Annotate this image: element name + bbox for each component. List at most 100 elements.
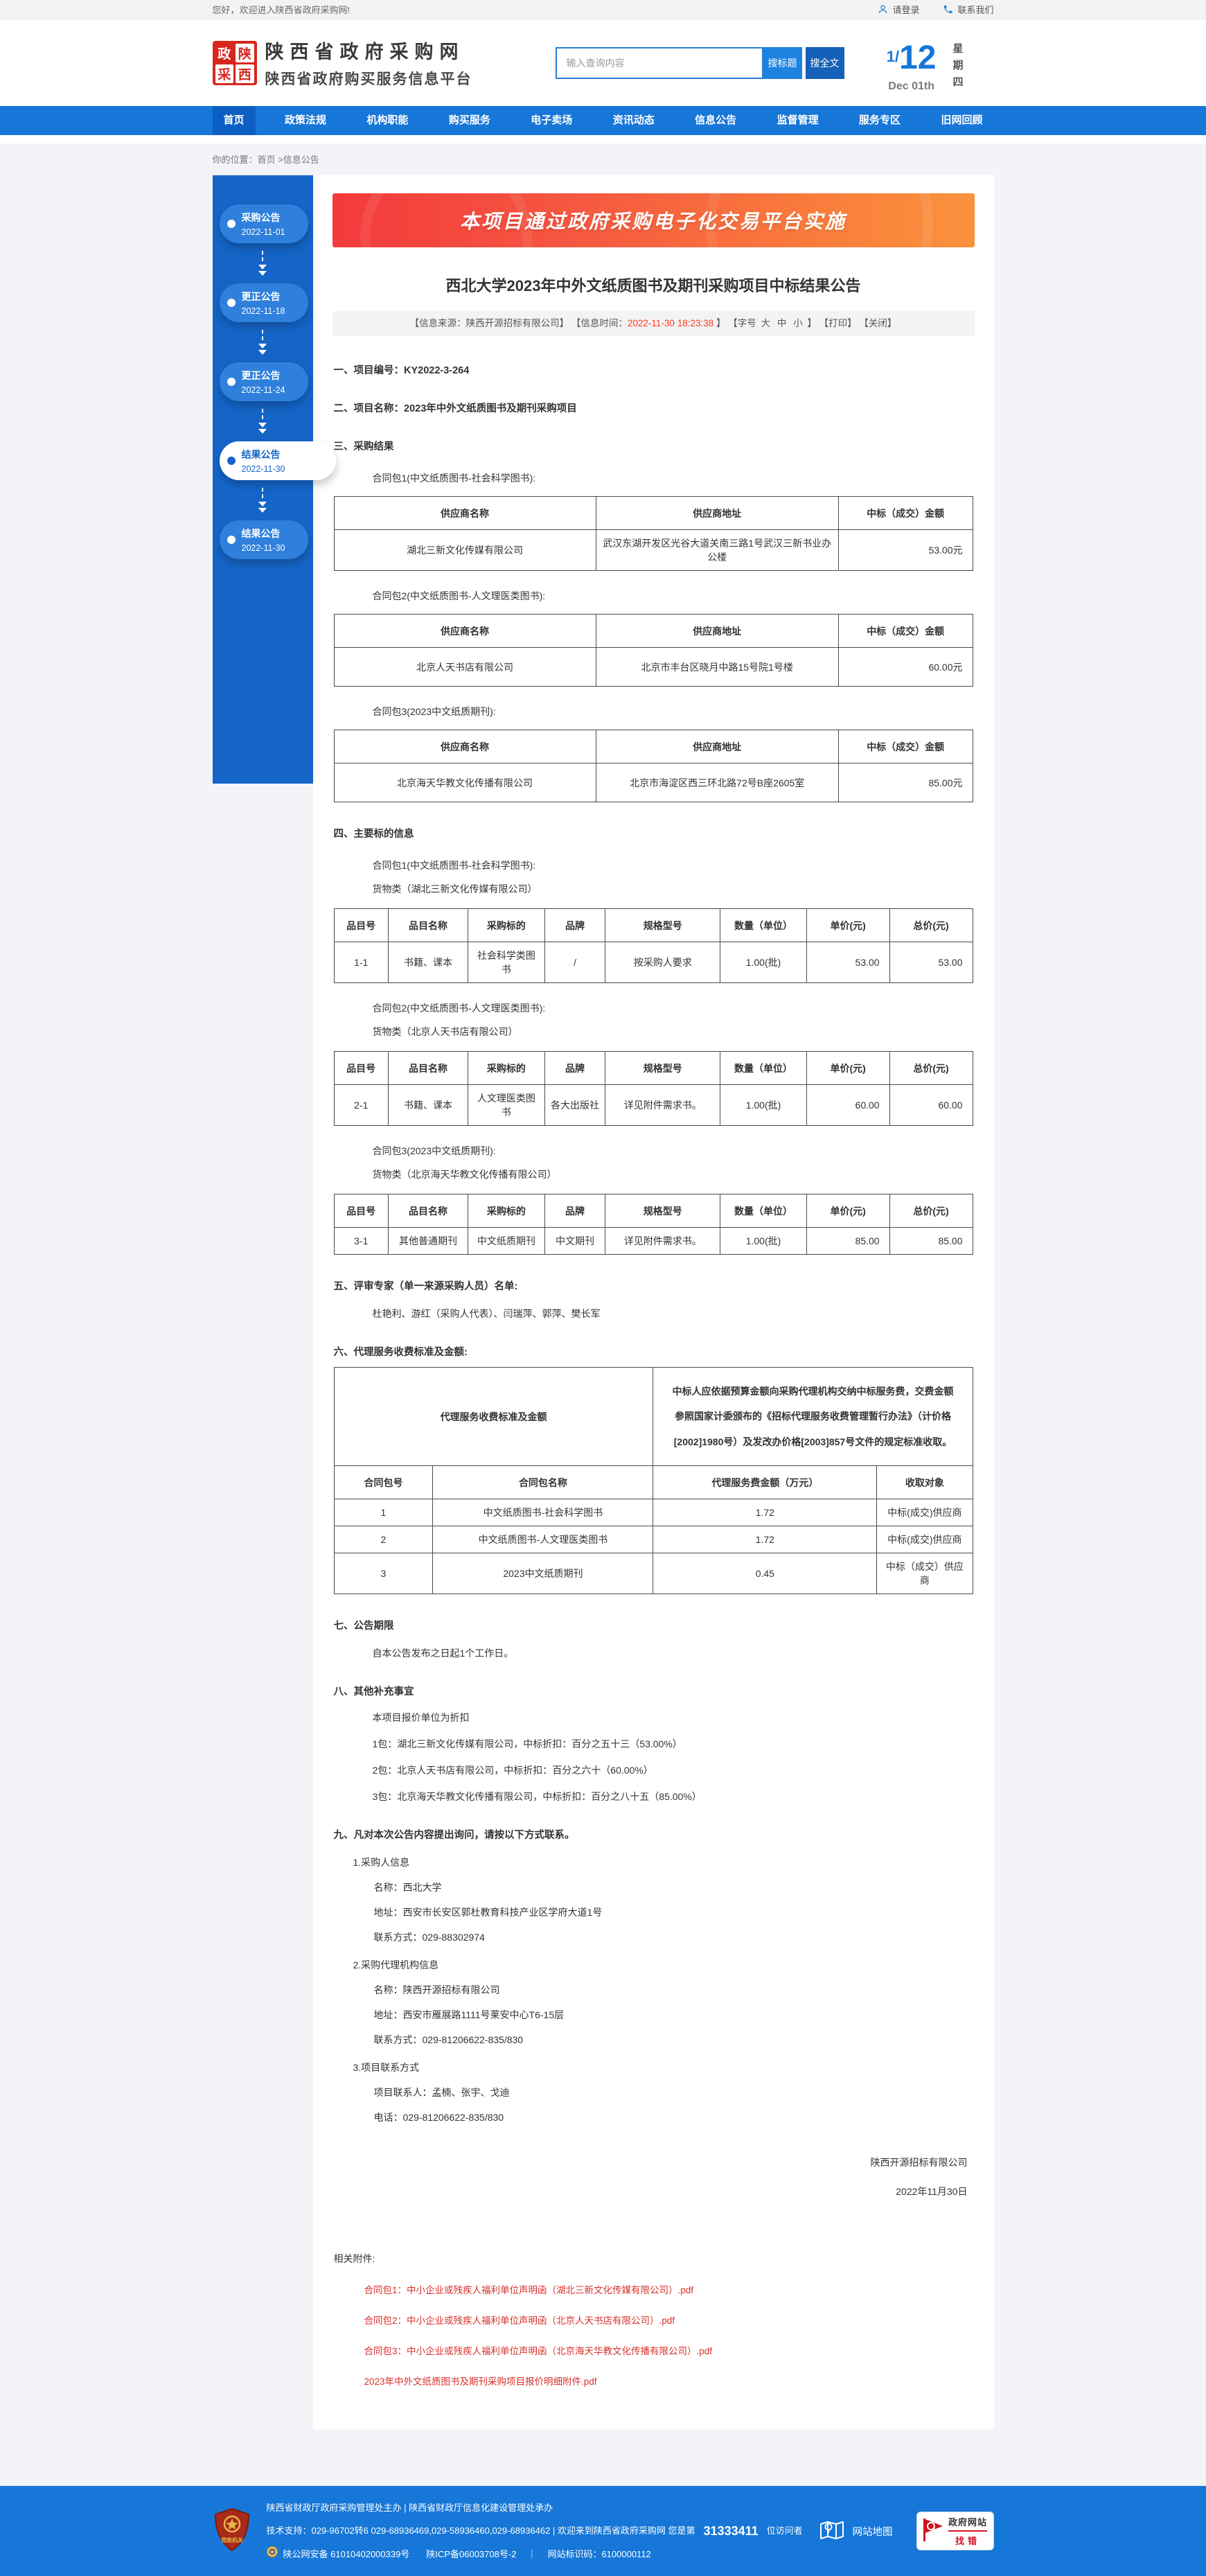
attachment-link-1[interactable]: 合同包1：中小企业或残疾人福利单位声明函（湖北三新文化传媒有限公司）.pdf — [364, 2285, 694, 2296]
gov-site-error-report-badge[interactable]: 政府网站 找错 — [916, 2512, 994, 2551]
police-badge-icon — [266, 2545, 278, 2564]
date-weekday: 星期四 — [951, 42, 964, 93]
table-row: 1 中文纸质图书-社会科学图书 1.72 中标(成交)供应商 — [333, 1499, 973, 1527]
section-9-title: 九、凡对本次公告内容提出询问，请按以下方式联系。 — [333, 1830, 575, 1842]
notice-period-text: 自本公告发布之日起1个工作日。 — [372, 1648, 514, 1659]
table-row: 代理服务收费标准及金额 中标人应依据预算金额向采购代理机构交纳中标服务费，交费金… — [333, 1366, 973, 1467]
timeline-item-purchase-notice[interactable]: 采购公告 2022-11-01 — [219, 204, 308, 243]
contact-line: 地址：西安市长安区郭杜教育科技产业区学府大道1号 — [373, 1907, 603, 1918]
police-record-link[interactable]: 陕公网安备 61010402000339号 — [283, 2548, 410, 2559]
date-day: 12 — [899, 39, 937, 76]
search-fulltext-button[interactable]: 搜全文 — [805, 46, 844, 79]
close-button[interactable]: 【关闭】 — [859, 318, 897, 328]
sitemap-label: 网站地图 — [852, 2526, 893, 2538]
site-code-label: 网站标识码：6100000112 — [547, 2548, 651, 2559]
timeline-item-result-notice-2[interactable]: 结果公告 2022-11-30 — [219, 520, 308, 559]
print-button[interactable]: 【打印】 — [819, 318, 857, 328]
supplement-line: 2包：北京人天书店有限公司，中标折扣：百分之六十（60.00%） — [372, 1765, 653, 1776]
nav-item-functions[interactable]: 机构职能 — [366, 114, 409, 126]
section-2-project-name: 二、项目名称：2023年中外文纸质图书及期刊采购项目 — [333, 403, 577, 414]
nav-item-supervision[interactable]: 监督管理 — [777, 114, 819, 126]
breadcrumb-current-link[interactable]: 信息公告 — [283, 155, 319, 165]
nav-item-news[interactable]: 资讯动态 — [612, 114, 655, 126]
section-5-title: 五、评审专家（单一来源采购人员）名单: — [333, 1281, 518, 1292]
breadcrumb-home-link[interactable]: 首页 — [257, 155, 276, 165]
item-cell: 按采购人要求 — [605, 942, 721, 983]
attachment-link-3[interactable]: 合同包3：中小企业或残疾人福利单位声明函（北京海天华教文化传播有限公司）.pdf — [364, 2346, 713, 2357]
agency-cell: 中标（成交）供应商 — [876, 1553, 973, 1595]
item-cell: 85.00 — [806, 1227, 890, 1255]
timeline-sidebar: 采购公告 2022-11-01 更正公告 2022-11-18 — [212, 175, 336, 784]
contact-line: 项目联系人：孟楠、张宇、戈迪 — [373, 2087, 510, 2099]
agency-cell: 1 — [333, 1499, 434, 1527]
visitor-count: 31333411 — [703, 2523, 759, 2538]
table-header-row: 合同包号 合同包名称 代理服务费金额（万元） 收取对象 — [333, 1465, 973, 1500]
nav-item-purchase-services[interactable]: 购买服务 — [448, 114, 490, 126]
sitemap-link[interactable]: 网站地图 — [819, 2518, 893, 2543]
award-amount-cell: 85.00元 — [837, 763, 973, 802]
nav-item-policies[interactable]: 政策法规 — [284, 114, 326, 126]
item-table-3: 品目号 品目名称 采购标的 品牌 规格型号 数量（单位） 单价(元) 总价(元) 3-1 其他普… — [333, 1194, 973, 1255]
timeline-item-correction-1[interactable]: 更正公告 2022-11-18 — [219, 283, 308, 322]
user-icon — [878, 4, 888, 15]
main-nav: 首页 政策法规 机构职能 购买服务 电子卖场 资讯动态 信息公告 监督管理 服务… — [0, 106, 1206, 135]
table-row: 湖北三新文化传媒有限公司 武汉东湖开发区光谷大道关南三路1号武汉三新书业办公楼 … — [333, 529, 973, 571]
item-cell: 1-1 — [333, 942, 389, 983]
nav-item-home[interactable]: 首页 — [212, 106, 256, 135]
contact-link[interactable]: 联系我们 — [943, 3, 994, 16]
timeline-arrow-icon — [213, 322, 313, 362]
agency-cell: 中文纸质图书-社会科学图书 — [432, 1499, 654, 1527]
breadcrumb-separator: > — [275, 155, 283, 165]
supplement-line: 1包：湖北三新文化传媒有限公司，中标折扣：百分之五十三（53.00%） — [372, 1738, 682, 1750]
award-amount-cell: 53.00元 — [837, 529, 973, 571]
attachment-link-4[interactable]: 2023年中外文纸质图书及期刊采购项目报价明细附件.pdf — [364, 2376, 597, 2388]
table-header-row: 供应商名称 供应商地址 中标（成交）金额 — [333, 496, 973, 530]
contact-line: 名称：陕西开源招标有限公司 — [373, 1984, 500, 1996]
nav-item-service-zone[interactable]: 服务专区 — [859, 114, 901, 126]
nav-item-announcements[interactable]: 信息公告 — [695, 114, 737, 126]
table-header-row: 供应商名称 供应商地址 中标（成交）金额 — [333, 730, 973, 764]
timeline-item-correction-2[interactable]: 更正公告 2022-11-24 — [219, 362, 308, 401]
item-table-2-subcaption: 货物类（北京人天书店有限公司） — [372, 1026, 518, 1037]
timeline-dot-icon — [227, 220, 236, 228]
agency-cell: 1.72 — [653, 1499, 878, 1527]
fontsize-small-button[interactable]: 小 — [793, 318, 803, 328]
contact-line: 电话：029-81206622-835/830 — [373, 2112, 504, 2124]
fontsize-medium-button[interactable]: 中 — [777, 318, 787, 328]
timeline-item-result-notice-active[interactable]: 结果公告 2022-11-30 — [219, 441, 336, 480]
nav-item-emall[interactable]: 电子卖场 — [531, 114, 573, 126]
table-header-row: 品目号 品目名称 采购标的 品牌 规格型号 数量（单位） 单价(元) 总价(元) — [333, 1051, 973, 1085]
nav-item-old-site[interactable]: 旧网回顾 — [941, 114, 983, 126]
announcement-panel: 本项目通过政府采购电子化交易平台实施 西北大学2023年中外文纸质图书及期刊采购… — [312, 175, 994, 2430]
item-table-2-caption: 合同包2(中文纸质图书-人文理医类图书): — [372, 1003, 546, 1014]
icp-record-link[interactable]: 陕ICP备06003708号-2 — [426, 2548, 517, 2559]
award-amount-header: 中标（成交）金额 — [837, 614, 973, 648]
date-english: Dec 01th — [888, 80, 934, 92]
supplier-address-header: 供应商地址 — [595, 730, 839, 764]
search-title-button[interactable]: 搜标题 — [763, 46, 802, 79]
site-logo[interactable]: 政 陕 采 西 陕西省政府采购网 陕西省政府购买服务信息平台 — [212, 37, 472, 89]
search-input[interactable] — [555, 46, 763, 79]
login-link[interactable]: 请登录 — [878, 3, 919, 16]
item-cell: 各大出版社 — [544, 1084, 606, 1126]
search-bar: 搜标题 搜全文 — [555, 46, 844, 79]
package-3-caption: 合同包3(2023中文纸质期刊): — [372, 706, 496, 717]
item-cell: 53.00 — [889, 942, 973, 983]
agency-cell: 3 — [333, 1553, 434, 1595]
fontsize-large-button[interactable]: 大 — [761, 318, 771, 328]
expert-list: 杜艳利、游红（采购人代表）、闫瑞萍、郭萍、樊长军 — [372, 1308, 601, 1319]
table-row: 2-1 书籍、课本 人文理医类图书 各大出版社 详见附件需求书。 1.00(批) 60.00… — [333, 1084, 973, 1126]
table-row: 1-1 书籍、课本 社会科学类图书 / 按采购人要求 1.00(批) 53.00 53.00 — [333, 942, 973, 983]
item-cell: 书籍、课本 — [387, 1084, 469, 1126]
attachment-link-2[interactable]: 合同包2：中小企业或残疾人福利单位声明函（北京人天书店有限公司）.pdf — [364, 2315, 675, 2327]
table-row: 3-1 其他普通期刊 中文纸质期刊 中文期刊 详见附件需求书。 1.00(批) 85.00 8… — [333, 1227, 973, 1255]
timeline-arrow-icon — [213, 480, 313, 520]
supplier-table-3: 供应商名称 供应商地址 中标（成交）金额 北京海天华教文化传播有限公司 北京市海… — [333, 730, 973, 802]
supplement-line: 3包：北京海天华教文化传播有限公司，中标折扣：百分之八十五（85.00%） — [372, 1791, 702, 1803]
table-row: 2 中文纸质图书-人文理医类图书 1.72 中标(成交)供应商 — [333, 1526, 973, 1554]
attachments-section: 相关附件: 合同包1：中小企业或残疾人福利单位声明函（湖北三新文化传媒有限公司）… — [334, 2252, 973, 2388]
supplier-address-cell: 武汉东湖开发区光谷大道关南三路1号武汉三新书业办公楼 — [595, 529, 839, 571]
sitemap-icon — [819, 2518, 844, 2543]
item-table-1: 品目号 品目名称 采购标的 品牌 规格型号 数量（单位） 单价(元) 总价(元) 1-1 书籍、… — [333, 908, 973, 983]
signature-block: 陕西开源招标有限公司 2022年11月30日 — [334, 2148, 968, 2206]
